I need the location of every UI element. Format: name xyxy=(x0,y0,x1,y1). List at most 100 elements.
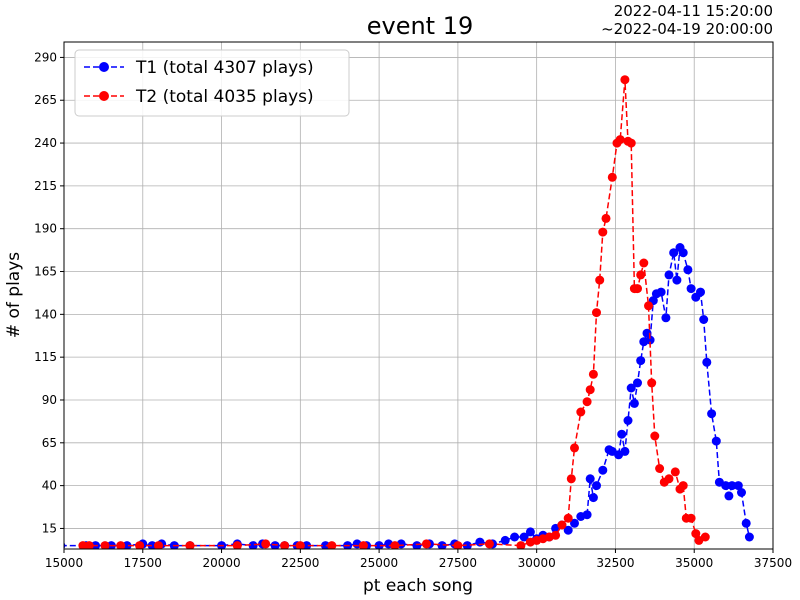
data-point xyxy=(699,315,709,324)
data-point xyxy=(670,467,680,477)
data-point xyxy=(588,493,598,503)
data-point xyxy=(462,541,472,549)
y-axis-label: # of plays xyxy=(4,252,24,338)
data-point xyxy=(678,481,688,491)
y-tick-label: 15 xyxy=(42,521,57,535)
data-point xyxy=(592,308,601,318)
data-point xyxy=(620,75,630,85)
data-point xyxy=(623,416,633,425)
data-point xyxy=(154,541,163,549)
data-point xyxy=(711,436,721,446)
data-point xyxy=(607,172,617,182)
data-point xyxy=(672,275,682,285)
data-point xyxy=(617,429,627,439)
legend-marker-t1 xyxy=(99,62,109,72)
series-line xyxy=(82,79,706,547)
data-point xyxy=(721,481,731,491)
data-point xyxy=(582,397,592,407)
legend-box xyxy=(74,49,350,117)
data-point xyxy=(248,541,258,549)
data-point xyxy=(644,301,653,311)
data-point xyxy=(327,541,337,549)
data-point xyxy=(592,481,601,491)
x-tick-label: 27500 xyxy=(439,556,477,570)
x-tick-label: 30000 xyxy=(518,556,556,570)
data-point xyxy=(598,465,608,475)
x-tick-label: 22500 xyxy=(281,556,319,570)
data-point xyxy=(650,431,660,441)
x-tick-label: 20000 xyxy=(202,556,240,570)
plot-frame xyxy=(63,41,774,550)
data-point xyxy=(744,532,754,542)
data-point xyxy=(647,378,657,388)
data-point xyxy=(727,481,737,491)
data-point xyxy=(421,539,431,549)
y-tick-label: 265 xyxy=(34,93,57,107)
x-tick-label: 17500 xyxy=(124,556,162,570)
chart-title: event 19 xyxy=(367,12,474,40)
data-point xyxy=(626,138,636,148)
y-tick-label: 190 xyxy=(34,222,57,236)
data-point xyxy=(678,248,688,258)
data-point xyxy=(655,464,665,473)
data-point xyxy=(633,378,642,388)
data-point xyxy=(661,313,671,323)
data-point xyxy=(453,541,463,549)
data-point xyxy=(645,335,655,345)
legend-label-t1: T1 (total 4307 plays) xyxy=(135,58,314,78)
data-point xyxy=(598,227,608,237)
data-point xyxy=(629,398,639,408)
legend-marker-t2 xyxy=(99,91,109,101)
data-point xyxy=(510,532,520,542)
data-point xyxy=(563,513,573,523)
data-point xyxy=(570,443,579,453)
data-point xyxy=(639,258,649,268)
data-point xyxy=(500,535,510,545)
data-point xyxy=(437,541,447,549)
data-point xyxy=(656,287,666,297)
data-point xyxy=(686,284,696,294)
data-point xyxy=(669,248,679,258)
data-point xyxy=(374,541,384,549)
y-tick-label: 40 xyxy=(42,479,57,493)
data-point xyxy=(551,530,561,540)
data-point xyxy=(601,213,611,223)
data-point xyxy=(232,541,242,549)
x-tick-label: 25000 xyxy=(360,556,398,570)
x-tick-label: 15000 xyxy=(45,556,83,570)
series-2 xyxy=(78,75,710,549)
data-point xyxy=(116,541,126,549)
data-point xyxy=(737,488,746,497)
data-point xyxy=(707,409,717,419)
legend-label-t2: T2 (total 4035 plays) xyxy=(135,87,314,107)
data-point xyxy=(100,541,110,549)
data-point xyxy=(135,541,145,549)
data-point xyxy=(636,356,646,366)
data-point xyxy=(585,385,595,395)
data-point xyxy=(691,529,701,539)
data-point xyxy=(516,541,526,549)
y-tick-label: 240 xyxy=(34,136,57,150)
data-point xyxy=(484,539,494,549)
data-point xyxy=(686,513,696,523)
data-point xyxy=(570,518,579,528)
data-point xyxy=(566,474,576,484)
data-point xyxy=(261,539,271,549)
data-point xyxy=(696,287,705,297)
data-point xyxy=(280,541,290,549)
data-point xyxy=(525,527,535,537)
data-point xyxy=(664,474,674,484)
data-point xyxy=(576,407,586,417)
data-point xyxy=(358,541,368,549)
y-tick-label: 215 xyxy=(34,179,57,193)
data-point xyxy=(633,284,642,294)
data-point xyxy=(636,270,646,280)
data-point xyxy=(620,446,630,456)
data-point xyxy=(595,275,605,285)
data-point xyxy=(84,541,94,549)
x-tick-label: 32500 xyxy=(596,556,634,570)
data-point xyxy=(295,541,305,549)
y-tick-label: 115 xyxy=(34,350,57,364)
data-point xyxy=(683,265,693,275)
